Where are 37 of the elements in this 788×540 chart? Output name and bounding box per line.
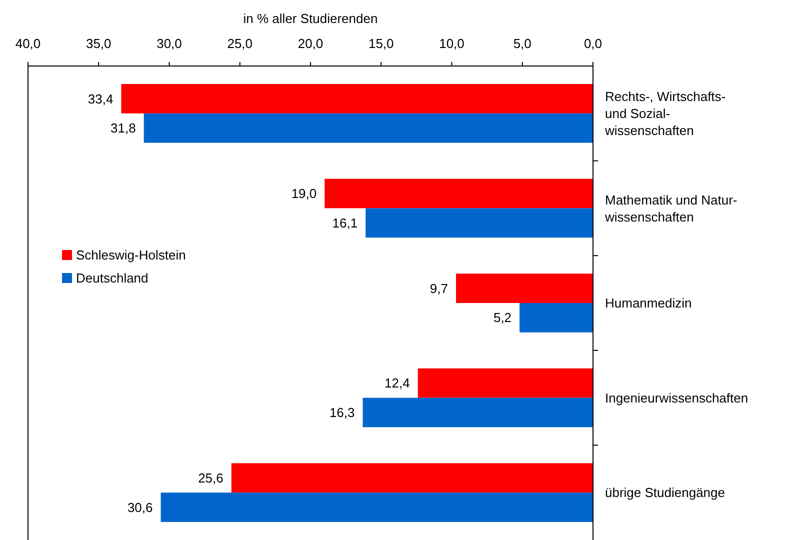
legend-label: Deutschland xyxy=(76,270,148,286)
bar xyxy=(366,208,593,238)
bar xyxy=(231,463,593,493)
x-tick-label: 25,0 xyxy=(227,36,253,51)
y-tick-label: Ingenieurwissenschaften xyxy=(605,390,748,406)
x-tick-label: 35,0 xyxy=(86,36,112,51)
bar xyxy=(520,303,593,332)
x-tick-label: 40,0 xyxy=(15,36,41,51)
bar xyxy=(418,368,593,398)
y-tick-label: Humanmedizin xyxy=(605,296,692,311)
data-label: 30,6 xyxy=(127,500,153,515)
data-label: 9,7 xyxy=(430,280,448,296)
x-tick-label: 30,0 xyxy=(156,36,182,51)
x-tick-label: 15,0 xyxy=(368,36,394,51)
bar xyxy=(121,84,593,114)
bar xyxy=(324,178,593,208)
x-axis-title: in % aller Studierenden xyxy=(243,11,378,26)
x-tick-label: 10,0 xyxy=(439,36,464,51)
data-label: 12,4 xyxy=(384,376,410,391)
y-tick-label: Mathematik und Natur- wissenschaften xyxy=(604,192,738,224)
data-label: 31,8 xyxy=(110,120,136,136)
data-label: 5,2 xyxy=(493,310,512,326)
x-tick-label: 5,0 xyxy=(513,36,532,51)
bar xyxy=(160,492,593,522)
bar xyxy=(144,113,593,143)
data-label: 16,3 xyxy=(329,405,355,420)
y-tick-label: übrige Studiengänge xyxy=(605,485,725,500)
bar xyxy=(456,274,593,303)
data-label: 33,4 xyxy=(88,91,114,106)
bar xyxy=(362,398,593,428)
x-tick-label: 0,0 xyxy=(584,36,602,51)
data-label: 19,0 xyxy=(291,186,317,202)
data-label: 25,6 xyxy=(198,470,224,486)
y-tick-label: Rechts-, Wirtschafts- und Sozial- wissenschaften xyxy=(604,88,726,138)
data-label: 16,1 xyxy=(332,215,358,230)
x-tick-label: 20,0 xyxy=(298,36,324,51)
legend-label: Schleswig-Holstein xyxy=(76,248,186,263)
